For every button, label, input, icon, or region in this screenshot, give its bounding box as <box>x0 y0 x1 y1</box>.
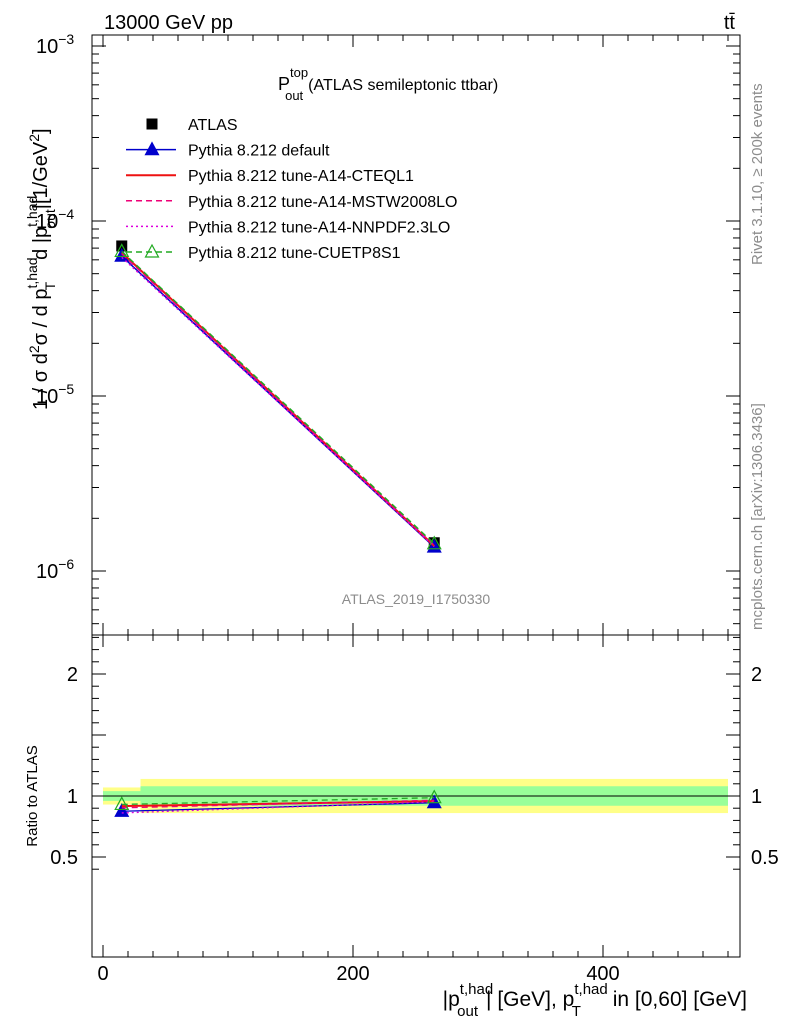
ratio-series-marker <box>426 789 442 804</box>
main-series-3 <box>121 253 435 546</box>
legend-entry-5: Pythia 8.212 tune-CUETP8S1 <box>126 243 401 262</box>
main-series-line <box>121 256 435 548</box>
plot-title-main: P <box>278 74 290 94</box>
ratio-series-line <box>121 799 435 809</box>
ratio-y-tick-label-right: 2 <box>751 664 762 686</box>
ratio-y-axis-label: Ratio to ATLAS <box>24 745 41 846</box>
main-series-4 <box>121 256 435 548</box>
ratio-tick-labels: 0.5 0.5 1 1 2 2 0 200 400 <box>50 664 779 985</box>
x-axis-label-a-sub: out <box>457 1003 479 1020</box>
legend-label: Pythia 8.212 default <box>188 143 330 160</box>
main-series-line <box>121 253 435 546</box>
plot-title-sup: top <box>290 65 308 80</box>
legend-entry-4: Pythia 8.212 tune-A14-NNPDF2.3LO <box>126 219 450 236</box>
plot-title: Ptop out (ATLAS semileptonic ttbar) <box>278 65 498 103</box>
main-series-group <box>114 240 442 553</box>
main-series-line <box>121 255 435 548</box>
x-axis-label-b-sup: t,had <box>574 981 607 998</box>
main-series-line <box>121 250 435 545</box>
main-series-0 <box>116 240 440 549</box>
main-y-tick-label: 10−3 <box>36 31 74 58</box>
main-series-marker <box>426 535 442 550</box>
main-panel: 10−6 10−5 10−4 10−3 Ptop out (ATLAS semilepto… <box>24 31 741 636</box>
ratio-y-tick-label: 0.5 <box>50 847 78 869</box>
legend-marker <box>144 243 160 258</box>
plot-title-sub: out <box>285 88 303 103</box>
legend-entry-0: ATLAS <box>146 117 238 134</box>
ratio-axis-ticks <box>92 635 740 957</box>
ratio-y-tick-label-right: 0.5 <box>751 847 779 869</box>
main-y-tick-label: 10−5 <box>36 381 74 408</box>
atlas-data-point <box>116 240 128 252</box>
ratio-series-group <box>114 789 442 817</box>
legend-entry-3: Pythia 8.212 tune-A14-MSTW2008LO <box>126 194 457 211</box>
rivet-label: Rivet 3.1.10, ≥ 200k events <box>749 83 766 265</box>
energy-label: 13000 GeV pp <box>104 12 233 34</box>
x-axis-label-a-sup: t,had <box>460 981 493 998</box>
x-axis-label-b: | [GeV], p <box>486 988 574 1011</box>
x-tick-label: 200 <box>336 963 369 985</box>
ratio-series-marker <box>114 796 130 811</box>
legend-label: Pythia 8.212 tune-CUETP8S1 <box>188 245 401 262</box>
main-y-tick-labels: 10−6 10−5 10−4 10−3 <box>36 31 74 583</box>
x-axis-label-a: |p <box>443 988 460 1011</box>
legend-entry-2: Pythia 8.212 tune-A14-CTEQL1 <box>126 168 414 185</box>
ratio-y-tick-label: 1 <box>67 786 78 808</box>
plot-title-rest: (ATLAS semileptonic ttbar) <box>308 77 498 94</box>
ratio-series-4 <box>114 789 442 811</box>
x-axis-label-c: in [0,60] [GeV] <box>607 988 747 1011</box>
main-y-axis-label: 1 / σ d2σ / d pt,had Td |pt,had out|[1/GeV… <box>24 128 58 410</box>
ratio-series-3 <box>121 801 435 814</box>
ratio-series-marker <box>114 802 130 817</box>
main-axis-ticks <box>92 35 740 635</box>
legend-marker <box>144 141 160 156</box>
ratio-y-tick-label: 2 <box>67 664 78 686</box>
ratio-series-line <box>121 801 435 814</box>
legend-label: ATLAS <box>188 117 238 134</box>
legend-label: Pythia 8.212 tune-A14-NNPDF2.3LO <box>188 219 450 236</box>
main-series-marker <box>114 243 130 258</box>
main-y-tick-label: 10−4 <box>36 206 74 233</box>
x-tick-label: 0 <box>97 963 108 985</box>
legend: ATLAS Pythia 8.212 default Pythia 8.212 tu… <box>126 117 457 262</box>
main-series-5 <box>114 243 442 550</box>
ratio-series-2 <box>121 799 435 809</box>
process-label: tt̄ <box>724 12 736 34</box>
legend-label: Pythia 8.212 tune-A14-MSTW2008LO <box>188 194 457 211</box>
ratio-y-tick-label-right: 1 <box>751 786 762 808</box>
mcplots-label: mcplots.cern.ch [arXiv:1306.3436] <box>749 403 766 630</box>
legend-entry-1: Pythia 8.212 default <box>126 141 330 160</box>
analysis-label: ATLAS_2019_I1750330 <box>342 591 491 607</box>
x-axis-label: |pt,had out| [GeV], pt,had T in [0,60] [Ge… <box>443 981 747 1020</box>
main-y-tick-label: 10−6 <box>36 556 74 583</box>
ratio-panel: 0.5 0.51 12 20 200 400 Ratio to ATLAS |pt,had… <box>24 634 779 1020</box>
ratio-series-line <box>121 797 435 806</box>
x-tick-label: 400 <box>586 963 619 985</box>
legend-marker <box>146 118 158 130</box>
x-axis-label-b-sub: T <box>572 1003 581 1020</box>
legend-label: Pythia 8.212 tune-A14-CTEQL1 <box>188 168 414 185</box>
